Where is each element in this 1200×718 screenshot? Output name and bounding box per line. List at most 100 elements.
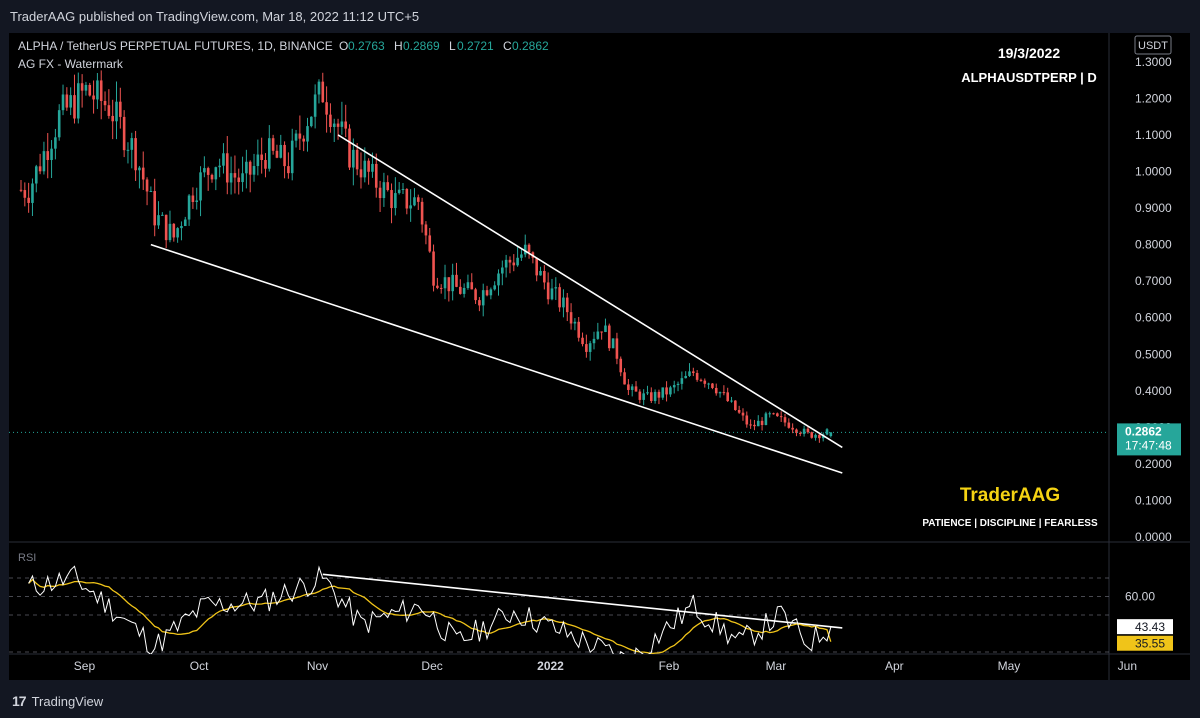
candle-body bbox=[703, 380, 707, 384]
candle-body bbox=[615, 338, 619, 359]
candle-body bbox=[600, 331, 603, 333]
trendlines[interactable] bbox=[150, 134, 843, 629]
candle-body bbox=[814, 434, 817, 438]
candle-body bbox=[313, 94, 317, 117]
candle-body bbox=[138, 167, 141, 171]
candle-body bbox=[692, 371, 695, 373]
candle-body bbox=[481, 290, 485, 306]
candle-body bbox=[157, 215, 160, 226]
candle-body bbox=[585, 344, 588, 352]
candle-body bbox=[485, 290, 489, 296]
candle-body bbox=[344, 121, 347, 129]
candle-body bbox=[287, 166, 290, 174]
candle-body bbox=[256, 154, 260, 167]
legend-watermark[interactable]: AG FX - Watermark bbox=[18, 57, 124, 71]
candle-body bbox=[268, 138, 271, 169]
currency-unit[interactable]: USDT bbox=[1138, 40, 1168, 52]
time-tick-label: Nov bbox=[307, 659, 328, 673]
price-tick-label: 0.1000 bbox=[1135, 493, 1172, 507]
candle-body bbox=[141, 167, 145, 180]
candle-body bbox=[779, 416, 783, 418]
candle-body bbox=[65, 94, 69, 108]
candle-body bbox=[722, 392, 726, 394]
candle-body bbox=[756, 420, 760, 427]
time-tick-label: Apr bbox=[885, 659, 904, 673]
candle-body bbox=[665, 387, 668, 395]
candle-body bbox=[432, 251, 435, 286]
candle-body bbox=[103, 101, 107, 106]
chart-canvas[interactable]: ALPHA / TetherUS PERPETUAL FUTURES, 1D, … bbox=[9, 33, 1190, 680]
candle-body bbox=[153, 191, 156, 226]
candle-body bbox=[436, 285, 439, 288]
rsi-label[interactable]: RSI bbox=[18, 552, 36, 564]
candle-body bbox=[23, 190, 27, 198]
candle-body bbox=[749, 424, 752, 426]
rsi-ma-value-label bbox=[1117, 635, 1173, 651]
candle-body bbox=[539, 270, 542, 276]
candle-body bbox=[730, 400, 733, 402]
candle-body bbox=[275, 150, 279, 158]
footer-bar: 17 TradingView bbox=[0, 684, 1200, 718]
trendline-upper[interactable] bbox=[337, 134, 843, 449]
candle-body bbox=[791, 427, 794, 430]
trendline-lower[interactable] bbox=[150, 243, 843, 474]
legend-symbol: ALPHA / TetherUS PERPETUAL FUTURES, 1D, … bbox=[18, 39, 333, 53]
candle-body bbox=[535, 257, 538, 276]
candle-body bbox=[619, 358, 623, 373]
candle-body bbox=[684, 375, 687, 379]
candle-body bbox=[336, 123, 340, 127]
candle-body bbox=[737, 410, 741, 413]
candle-body bbox=[741, 412, 745, 416]
candle-body bbox=[604, 325, 607, 332]
candle-body bbox=[203, 168, 206, 173]
candle-body bbox=[378, 187, 382, 198]
candle-body bbox=[669, 387, 672, 395]
candle-body bbox=[229, 173, 233, 183]
rsi-line bbox=[28, 565, 832, 654]
currency-badge[interactable] bbox=[1134, 35, 1172, 55]
candle-body bbox=[195, 200, 199, 202]
candle-body bbox=[783, 417, 787, 423]
candle-body bbox=[768, 413, 772, 415]
candle-body bbox=[630, 386, 634, 390]
candle-body bbox=[130, 138, 134, 150]
candle-body bbox=[554, 287, 558, 289]
candle-body bbox=[753, 424, 756, 427]
candle-body bbox=[573, 321, 577, 324]
candle-body bbox=[325, 102, 328, 115]
candle-body bbox=[218, 165, 221, 168]
chart-area[interactable]: ALPHA / TetherUS PERPETUAL FUTURES, 1D, … bbox=[9, 33, 1190, 680]
candlestick-series bbox=[19, 70, 833, 443]
candle-body bbox=[787, 422, 791, 428]
legend-l-label: L bbox=[449, 39, 456, 53]
candle-body bbox=[516, 257, 519, 266]
trendline-rsi[interactable] bbox=[322, 573, 843, 629]
candle-body bbox=[248, 161, 252, 175]
time-axis[interactable]: Sep Oct Nov Dec 2022 Feb Mar Apr May Jun bbox=[74, 659, 1137, 673]
time-tick-label: Dec bbox=[421, 659, 442, 673]
candle-body bbox=[466, 282, 470, 289]
time-tick-label: 2022 bbox=[537, 659, 564, 673]
candle-body bbox=[371, 163, 374, 172]
candle-body bbox=[657, 391, 661, 398]
candle-body bbox=[795, 429, 798, 433]
price-tick-label: 0.5000 bbox=[1135, 347, 1172, 361]
candle-body bbox=[214, 167, 218, 180]
candle-body bbox=[734, 400, 737, 411]
candle-body bbox=[424, 224, 428, 236]
candle-body bbox=[264, 160, 267, 169]
tradingview-brand[interactable]: 17 TradingView bbox=[12, 693, 103, 709]
candle-body bbox=[84, 84, 88, 91]
price-tick-label: 0.2000 bbox=[1135, 457, 1172, 471]
candle-body bbox=[462, 288, 466, 294]
candle-body bbox=[623, 372, 626, 385]
candle-body bbox=[711, 383, 714, 388]
tradingview-logo-icon: 17 bbox=[12, 693, 27, 709]
candle-body bbox=[394, 193, 397, 209]
published-by-text: TraderAAG published on TradingView.com, … bbox=[10, 9, 420, 24]
price-axis[interactable]: 1.3000 1.2000 1.1000 1.0000 0.9000 0.8000 0.70… bbox=[1135, 55, 1172, 544]
candle-body bbox=[252, 166, 256, 175]
candle-body bbox=[191, 195, 195, 202]
candle-body bbox=[237, 177, 241, 183]
candle-body bbox=[413, 197, 416, 206]
